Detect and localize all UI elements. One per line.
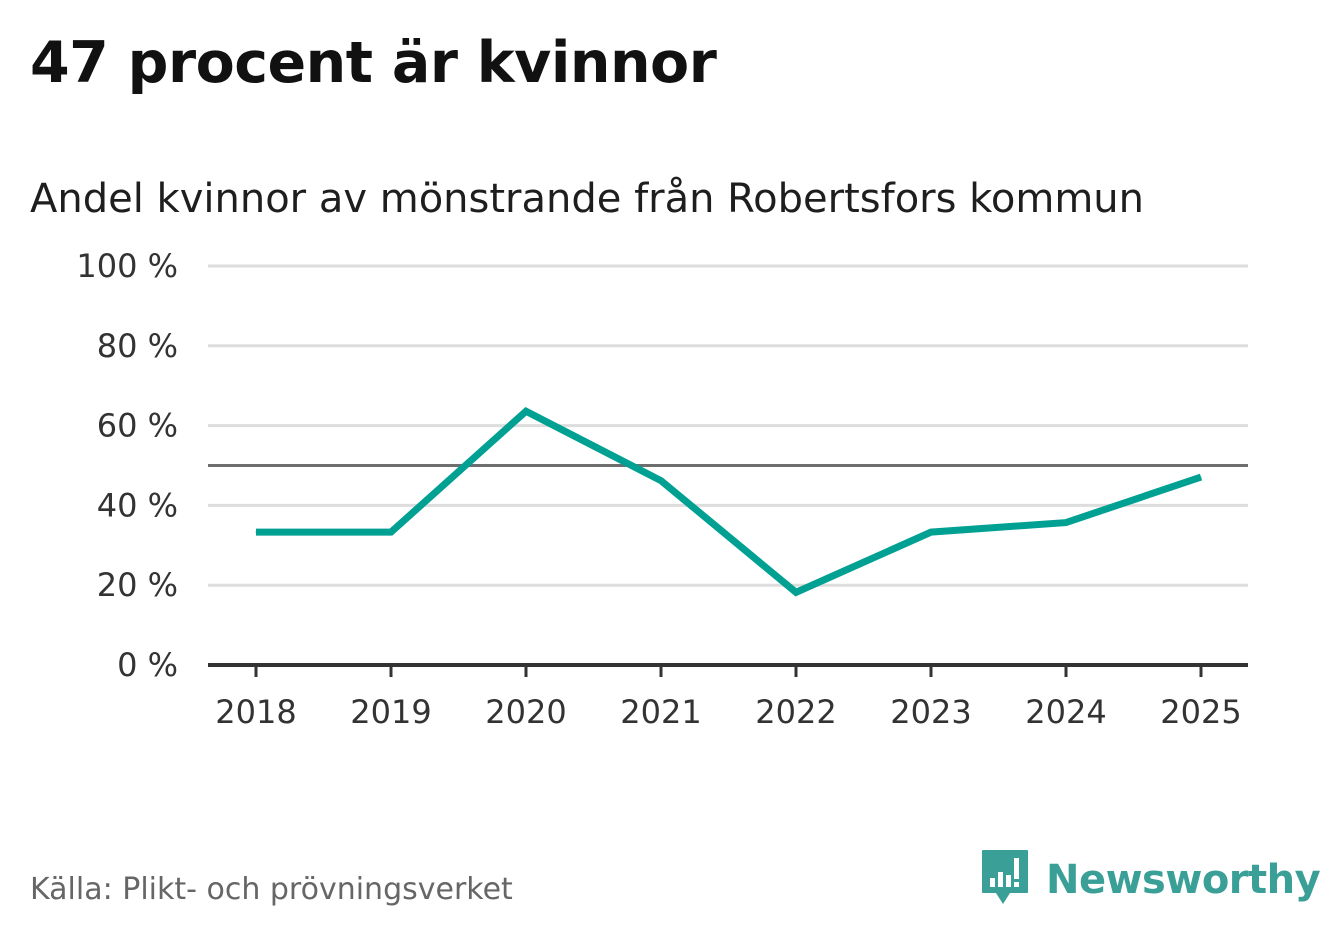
y-tick-label: 100 % [76,247,178,285]
x-tick-label: 2021 [620,693,701,731]
data-point [525,410,527,412]
y-tick-label: 80 % [97,327,178,365]
data-point [1200,476,1202,478]
data-point [1065,522,1067,524]
data-point [930,531,932,533]
x-tick-label: 2023 [890,693,971,731]
gridlines [208,264,1248,587]
source-note: Källa: Plikt- och prövningsverket [30,872,513,907]
y-tick-label: 60 % [97,407,178,445]
data-point [390,531,392,533]
y-tick-label: 0 % [117,646,178,684]
x-tick-label: 2020 [485,693,566,731]
x-tick-label: 2022 [755,693,836,731]
x-tick-label: 2024 [1025,693,1106,731]
data-point [660,480,662,482]
x-tick-label: 2018 [215,693,296,731]
x-axis [208,663,1248,677]
data-point [255,531,257,533]
y-tick-label: 20 % [97,566,178,604]
x-tick-label: 2025 [1160,693,1241,731]
series-line [256,407,1203,597]
y-tick-label: 40 % [97,486,178,524]
y-tick-labels: 0 % 20 % 40 % 60 % 80 % 100 % [76,247,178,684]
x-tick-labels: 2018 2019 2020 2021 2022 2023 2024 2025 [215,693,1241,731]
chart-subtitle: Andel kvinnor av mönstrande från Roberts… [30,176,1145,222]
chart-title: 47 procent är kvinnor [30,30,717,96]
newsworthy-logo-icon [982,850,1028,904]
data-point [795,591,797,593]
x-tick-label: 2019 [350,693,431,731]
brand-logo: Newsworthy [980,848,1321,912]
brand-name: Newsworthy [1046,857,1321,903]
series-group [255,407,1203,597]
